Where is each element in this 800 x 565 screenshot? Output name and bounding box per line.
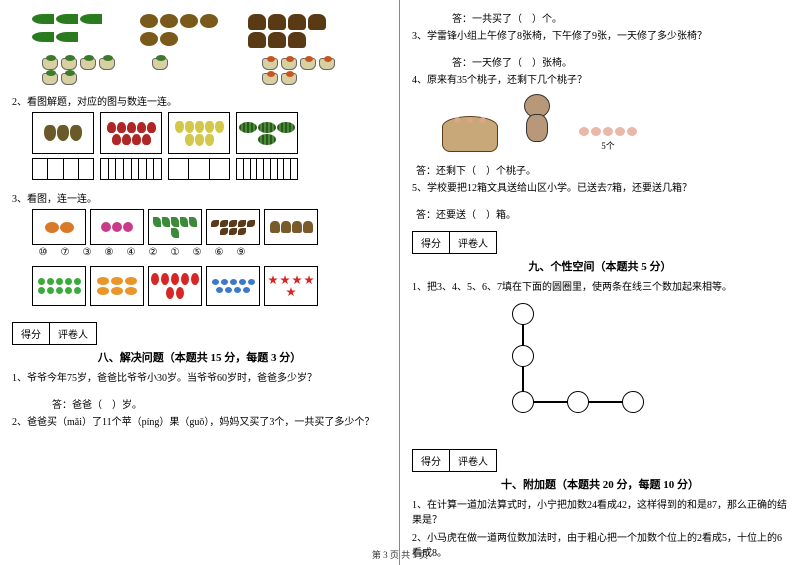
circ-2: ③: [80, 247, 94, 258]
answer-8-1: 答：爸爸（ ）岁。: [52, 396, 387, 411]
peach-pile: 5个: [578, 126, 638, 152]
answer-8-5: 答：还要送（ ）箱。: [416, 206, 788, 221]
red-stars-box: [264, 266, 318, 306]
red-dots-box: [148, 266, 202, 306]
right-column: 答：一共买了（ ）个。 3、学雷锋小组上午修了8张椅，下午修了9张，一天修了多少…: [400, 0, 800, 565]
basket-groups-row: [42, 58, 387, 85]
score-box-10: 得分 评卷人: [412, 449, 497, 472]
circ-6: ①: [168, 247, 182, 258]
answer-8-4: 答：还剩下（ ）个桃子。: [416, 162, 788, 177]
num-box-2: [100, 158, 162, 180]
problem-10-1: 1、在计算一道加法算式时，小宁把加数24看成42，这样得到的和是87，那么正确的…: [412, 498, 788, 528]
basket-single-group: [152, 58, 232, 85]
pear-box: [168, 112, 230, 154]
grader-label-10: 评卷人: [450, 450, 496, 471]
pineapple-box: [32, 112, 94, 154]
picture-row: [32, 209, 387, 245]
circ-0: ⑩: [36, 247, 50, 258]
problem-8-3: 3、学雷锋小组上午修了8张椅，下午修了9张，一天修了多少张椅？: [412, 29, 788, 44]
num-box-3: [168, 158, 230, 180]
fruit-box-row: [32, 112, 387, 154]
section-8-title: 八、解决问题（本题共 15 分，每题 3 分）: [12, 349, 387, 365]
chicken-group: [248, 14, 328, 48]
answer-8-2: 答：一共买了（ ）个。: [452, 10, 788, 25]
circ-5: ②: [146, 247, 160, 258]
melon-box: [236, 112, 298, 154]
section-9-title: 九、个性空间（本题共 5 分）: [412, 258, 788, 274]
leaf-box: [148, 209, 202, 245]
number-box-row: [32, 158, 387, 180]
q3-text: 3、看图，连一连。: [12, 190, 387, 205]
flower-box: [90, 209, 144, 245]
butterfly-box: [206, 209, 260, 245]
chick-box: [264, 209, 318, 245]
strawberry-box: [100, 112, 162, 154]
score-label-10: 得分: [413, 450, 450, 471]
answer-8-3: 答：一天修了（ ）张椅。: [452, 54, 788, 69]
problem-8-2: 2、爸爸买（mǎi）了11个苹（píng）果（guǒ），妈妈又买了3个，一共买了…: [12, 415, 387, 430]
page-footer: 第 3 页 共 5 页: [0, 548, 800, 561]
peach-count-label: 5个: [601, 139, 615, 152]
green-dots-box: [32, 266, 86, 306]
section-10-title: 十、附加题（本题共 20 分，每题 10 分）: [412, 476, 788, 492]
blue-dots-box: [206, 266, 260, 306]
circ-9: ⑨: [234, 247, 248, 258]
monkey-peach-scene: 5个: [442, 94, 788, 152]
grader-label: 评卷人: [50, 323, 96, 344]
q2-text: 2、看图解题，对应的图与数连一连。: [12, 93, 387, 108]
score-box-8: 得分 评卷人: [12, 322, 97, 345]
color-box-row: [32, 266, 387, 306]
duck-group: [140, 14, 220, 48]
circ-4: ④: [124, 247, 138, 258]
problem-8-5: 5、学校要把12箱文具送给山区小学。已送去7箱，还要送几箱？: [412, 181, 788, 196]
problem-9-1: 1、把3、4、5、6、7填在下面的圆圈里，使两条在线三个数加起来相等。: [412, 280, 788, 295]
grader-label-9: 评卷人: [450, 232, 496, 253]
circ-8: ⑥: [212, 247, 226, 258]
animal-groups-row: [32, 14, 387, 48]
monkey-icon: [516, 94, 560, 152]
score-label: 得分: [13, 323, 50, 344]
problem-8-1: 1、爷爷今年75岁，爸爸比爷爷小30岁。当爷爷60岁时，爸爸多少岁？: [12, 371, 387, 386]
basket-fruit-group: [262, 58, 342, 85]
circle-graph: [472, 303, 672, 433]
num-box-1: [32, 158, 94, 180]
problem-8-4: 4、原来有35个桃子，还剩下几个桃子？: [412, 73, 788, 88]
peach-basket-icon: [442, 116, 498, 152]
score-box-9: 得分 评卷人: [412, 231, 497, 254]
circ-3: ⑧: [102, 247, 116, 258]
pumpkin-box: [32, 209, 86, 245]
score-label-9: 得分: [413, 232, 450, 253]
left-column: 2、看图解题，对应的图与数连一连。 3、看图，连一连。 ⑩ ⑦ ③ ⑧ ④ ② …: [0, 0, 400, 565]
fish-group: [32, 14, 112, 48]
circle-number-row: ⑩ ⑦ ③ ⑧ ④ ② ① ⑤ ⑥ ⑨: [36, 247, 387, 258]
circ-1: ⑦: [58, 247, 72, 258]
circ-7: ⑤: [190, 247, 204, 258]
basket-veg-group: [42, 58, 122, 85]
num-box-4: [236, 158, 298, 180]
orange-dots-box: [90, 266, 144, 306]
